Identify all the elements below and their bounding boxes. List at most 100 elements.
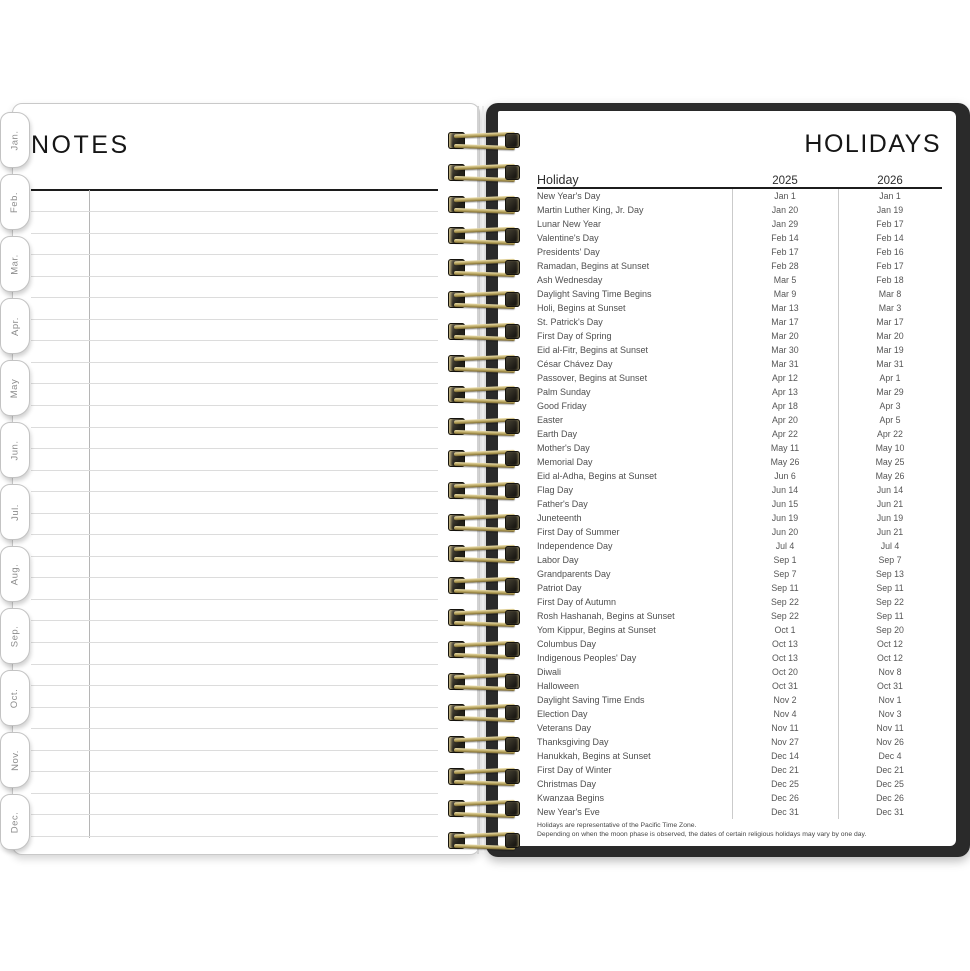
- holiday-date-2025: Jan 1: [774, 191, 796, 201]
- month-tab: Jan.: [0, 112, 30, 168]
- binding-coil: [448, 735, 520, 755]
- holiday-row: Passover, Begins at Sunset Apr 12 Apr 1: [537, 371, 942, 385]
- holiday-date-2026: Nov 11: [876, 723, 904, 733]
- column-header-2026: 2026: [877, 175, 903, 187]
- ruled-line: [31, 232, 438, 234]
- holiday-date-2025: Nov 11: [771, 723, 799, 733]
- holiday-date-2025: Nov 2: [773, 695, 797, 705]
- holiday-date-2026: Feb 17: [876, 261, 904, 271]
- month-tab: Sep.: [0, 608, 30, 664]
- holiday-row: Lunar New Year Jan 29 Feb 17: [537, 217, 942, 231]
- holiday-date-2026: Jan 19: [876, 205, 904, 215]
- binding-coil: [448, 640, 520, 660]
- holiday-date-2026: Sep 7: [878, 555, 902, 565]
- month-tab: Mar.: [0, 236, 30, 292]
- holiday-date-2026: Sep 11: [876, 583, 904, 593]
- holidays-header-rule: [537, 187, 942, 189]
- month-tab-label: Oct.: [9, 688, 21, 708]
- column-separator: [838, 189, 839, 819]
- holiday-row: Rosh Hashanah, Begins at Sunset Sep 22 S…: [537, 609, 942, 623]
- holiday-row: Independence Day Jul 4 Jul 4: [537, 539, 942, 553]
- holiday-date-2025: Jan 20: [771, 205, 799, 215]
- ruled-line: [31, 318, 438, 320]
- holiday-date-2026: Mar 31: [876, 359, 904, 369]
- notes-header-rule: [31, 189, 438, 191]
- holidays-page-title: HOLIDAYS: [804, 130, 941, 158]
- holiday-date-2026: Nov 3: [878, 709, 902, 719]
- holiday-name: Christmas Day: [537, 779, 597, 789]
- holiday-date-2025: Apr 12: [772, 373, 798, 383]
- holiday-date-2026: Dec 21: [876, 765, 904, 775]
- holiday-date-2025: Mar 30: [771, 345, 799, 355]
- holiday-date-2026: Mar 20: [876, 331, 904, 341]
- holiday-row: Veterans Day Nov 11 Nov 11: [537, 721, 942, 735]
- holiday-row: Election Day Nov 4 Nov 3: [537, 707, 942, 721]
- holiday-date-2026: Nov 8: [878, 667, 902, 677]
- binding-coil: [448, 354, 520, 374]
- holiday-row: Daylight Saving Time Begins Mar 9 Mar 8: [537, 287, 942, 301]
- holiday-date-2026: Dec 4: [878, 751, 902, 761]
- holiday-date-2026: Oct 31: [877, 681, 903, 691]
- holiday-date-2025: Oct 1: [774, 625, 796, 635]
- holiday-row: First Day of Spring Mar 20 Mar 20: [537, 329, 942, 343]
- holidays-page: HOLIDAYS Holiday 2025 2026 New Year's Da…: [498, 111, 956, 846]
- holiday-date-2026: Feb 14: [876, 233, 904, 243]
- holidays-rows: New Year's Day Jan 1 Jan 1 Martin Luther…: [537, 189, 942, 819]
- holiday-date-2025: Apr 18: [772, 401, 798, 411]
- ruled-line: [31, 211, 438, 212]
- ruled-line: [31, 469, 438, 471]
- holiday-name: Ash Wednesday: [537, 275, 603, 285]
- holiday-name: First Day of Autumn: [537, 597, 617, 607]
- binding-coil: [448, 163, 520, 183]
- month-tab-label: Aug.: [9, 563, 21, 585]
- holiday-date-2025: May 11: [770, 443, 800, 453]
- holiday-name: First Day of Spring: [537, 331, 612, 341]
- holiday-name: Father's Day: [537, 499, 588, 509]
- holiday-name: Thanksgiving Day: [537, 737, 609, 747]
- holiday-name: Eid al-Fitr, Begins at Sunset: [537, 345, 649, 355]
- holiday-date-2026: May 10: [875, 443, 905, 453]
- holiday-row: Grandparents Day Sep 7 Sep 13: [537, 567, 942, 581]
- holiday-date-2025: May 26: [770, 457, 800, 467]
- holiday-name: César Chávez Day: [537, 359, 613, 369]
- ruled-line: [31, 642, 438, 643]
- month-tab-label: Dec.: [9, 811, 21, 833]
- holiday-row: Ramadan, Begins at Sunset Feb 28 Feb 17: [537, 259, 942, 273]
- month-tab: Apr.: [0, 298, 30, 354]
- holiday-date-2025: Apr 22: [772, 429, 798, 439]
- holiday-row: Flag Day Jun 14 Jun 14: [537, 483, 942, 497]
- binding-coil: [448, 767, 520, 787]
- holiday-date-2025: Jun 6: [774, 471, 796, 481]
- holiday-date-2025: Apr 13: [772, 387, 798, 397]
- ruled-line: [31, 749, 438, 751]
- ruled-line: [31, 361, 438, 363]
- holiday-row: Holi, Begins at Sunset Mar 13 Mar 3: [537, 301, 942, 315]
- holiday-date-2025: Oct 31: [772, 681, 798, 691]
- column-header-2025: 2025: [772, 175, 798, 187]
- holiday-row: New Year's Day Jan 1 Jan 1: [537, 189, 942, 203]
- holiday-date-2026: Jun 21: [876, 527, 904, 537]
- holiday-name: Holi, Begins at Sunset: [537, 303, 626, 313]
- holiday-row: St. Patrick's Day Mar 17 Mar 17: [537, 315, 942, 329]
- holiday-date-2026: Jun 19: [876, 513, 904, 523]
- holiday-date-2025: Sep 11: [771, 583, 799, 593]
- holiday-date-2026: May 25: [875, 457, 905, 467]
- binding-coil: [448, 703, 520, 723]
- holiday-row: Thanksgiving Day Nov 27 Nov 26: [537, 735, 942, 749]
- holiday-date-2026: Mar 29: [876, 387, 904, 397]
- month-tab-label: Mar.: [9, 253, 21, 275]
- holiday-name: St. Patrick's Day: [537, 317, 603, 327]
- holiday-date-2025: Sep 7: [773, 569, 797, 579]
- holiday-date-2026: Nov 1: [878, 695, 902, 705]
- holiday-name: Diwali: [537, 667, 562, 677]
- holiday-name: Hanukkah, Begins at Sunset: [537, 751, 651, 761]
- holiday-name: New Year's Eve: [537, 807, 600, 817]
- holiday-date-2025: Jan 29: [771, 219, 799, 229]
- holiday-name: Veterans Day: [537, 723, 592, 733]
- binding-coil: [448, 672, 520, 692]
- holiday-name: Martin Luther King, Jr. Day: [537, 205, 644, 215]
- month-tab: Dec.: [0, 794, 30, 850]
- holiday-date-2026: Jun 21: [876, 499, 904, 509]
- holiday-date-2025: Feb 28: [771, 261, 799, 271]
- ruled-line: [31, 792, 438, 794]
